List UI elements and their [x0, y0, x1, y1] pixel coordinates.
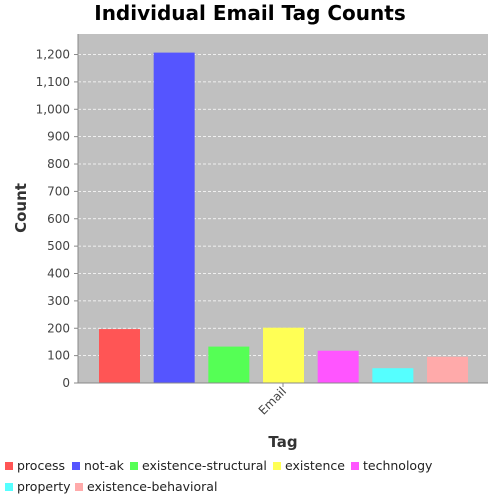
bar-not-ak [153, 52, 195, 383]
legend-label-technology: technology [363, 458, 433, 473]
chart-title: Individual Email Tag Counts [94, 1, 405, 25]
legend-swatch-technology [351, 462, 359, 470]
legend-label-process: process [17, 458, 65, 473]
legend-swatch-property [5, 483, 13, 491]
x-tick-label-email: Email [256, 384, 289, 417]
y-tick-label: 800 [47, 157, 70, 171]
bar-property [372, 368, 414, 383]
legend-label-existence-behavioral: existence-behavioral [87, 479, 217, 494]
legend-label-not-ak: not-ak [84, 458, 125, 473]
y-tick-label: 1,100 [36, 75, 70, 89]
legend-swatch-not-ak [72, 462, 80, 470]
bars [99, 52, 469, 383]
legend-label-existence-structural: existence-structural [142, 458, 267, 473]
bar-technology [317, 350, 359, 383]
legend: process not-ak existence-structural existen… [5, 458, 433, 494]
legend-swatch-process [5, 462, 13, 470]
y-tick-label: 400 [47, 267, 70, 281]
bar-existence-behavioral [427, 356, 469, 383]
legend-swatch-existence-structural [130, 462, 138, 470]
x-axis-label: Tag [268, 433, 297, 451]
y-tick-label: 100 [47, 349, 70, 363]
bar-existence-structural [208, 346, 250, 383]
legend-swatch-existence [273, 462, 281, 470]
y-tick-label: 1,200 [36, 48, 70, 62]
y-tick-label: 0 [62, 376, 70, 390]
y-axis: 0 100 200 300 400 500 600 700 800 900 1,000 1,100 1,… [36, 48, 78, 390]
legend-label-existence: existence [285, 458, 345, 473]
y-tick-label: 200 [47, 321, 70, 335]
y-tick-label: 500 [47, 239, 70, 253]
bar-existence [263, 327, 305, 383]
y-tick-label: 900 [47, 130, 70, 144]
y-tick-label: 700 [47, 184, 70, 198]
plot-area [78, 34, 488, 383]
legend-label-property: property [17, 479, 71, 494]
bar-process [99, 329, 140, 383]
y-tick-label: 600 [47, 212, 70, 226]
y-tick-label: 1,000 [36, 102, 70, 116]
legend-swatch-existence-behavioral [75, 483, 83, 491]
y-tick-label: 300 [47, 294, 70, 308]
y-axis-label: Count [12, 183, 30, 233]
